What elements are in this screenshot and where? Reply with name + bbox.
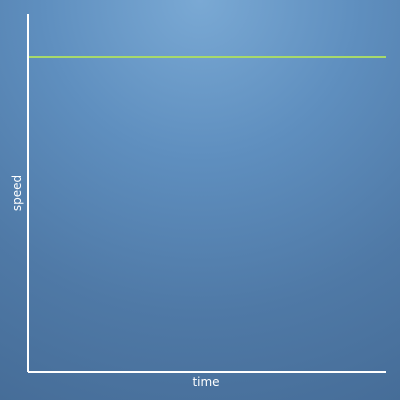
x-axis-label: time [192, 375, 219, 389]
y-axis-label: speed [10, 175, 24, 211]
